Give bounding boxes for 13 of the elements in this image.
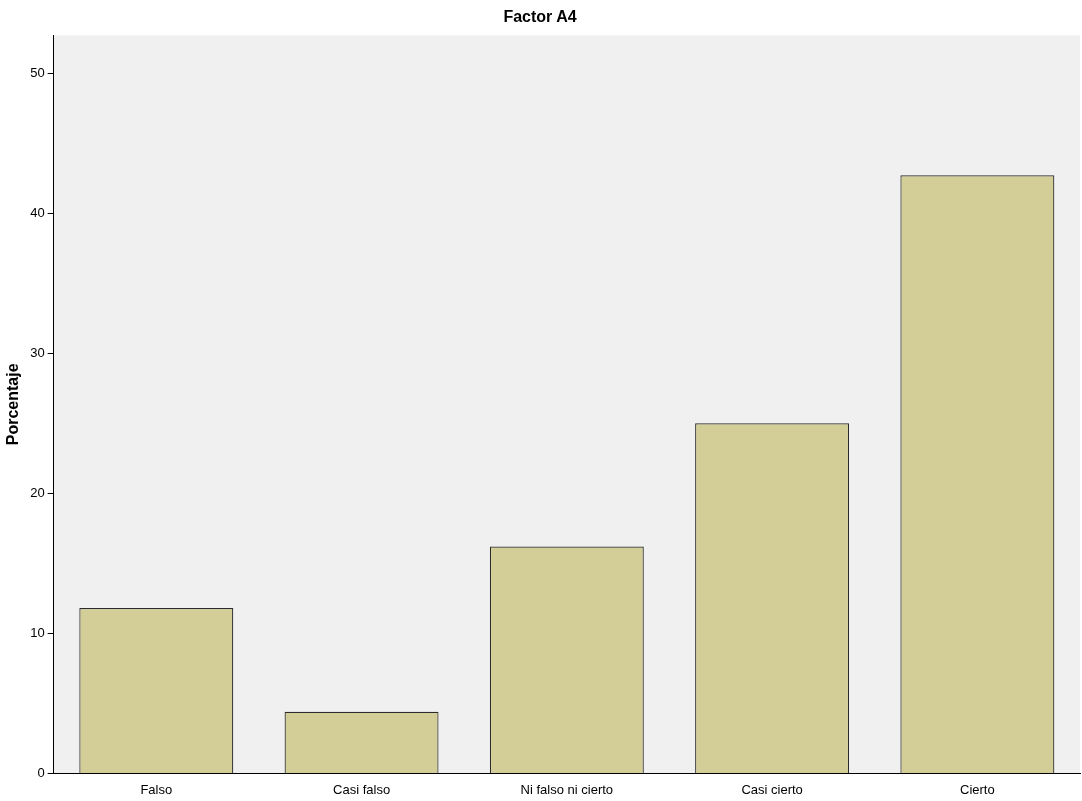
y-axis-title: Porcentaje (4, 363, 22, 446)
chart-title: Factor A4 (503, 8, 577, 26)
y-tick-label: 50 (30, 64, 45, 80)
y-tick-label: 30 (30, 344, 45, 360)
y-tick-label: 0 (37, 764, 45, 780)
x-tick-label: Casi cierto (741, 781, 803, 797)
x-tick-label: Casi falso (333, 781, 391, 797)
x-tick-label: Cierto (960, 781, 995, 797)
y-tick-label: 20 (30, 484, 45, 500)
y-tick-label: 10 (30, 624, 45, 640)
y-tick-label: 40 (30, 204, 45, 220)
x-tick-label: Falso (140, 781, 173, 797)
x-tick-label: Ni falso ni cierto (520, 781, 614, 797)
